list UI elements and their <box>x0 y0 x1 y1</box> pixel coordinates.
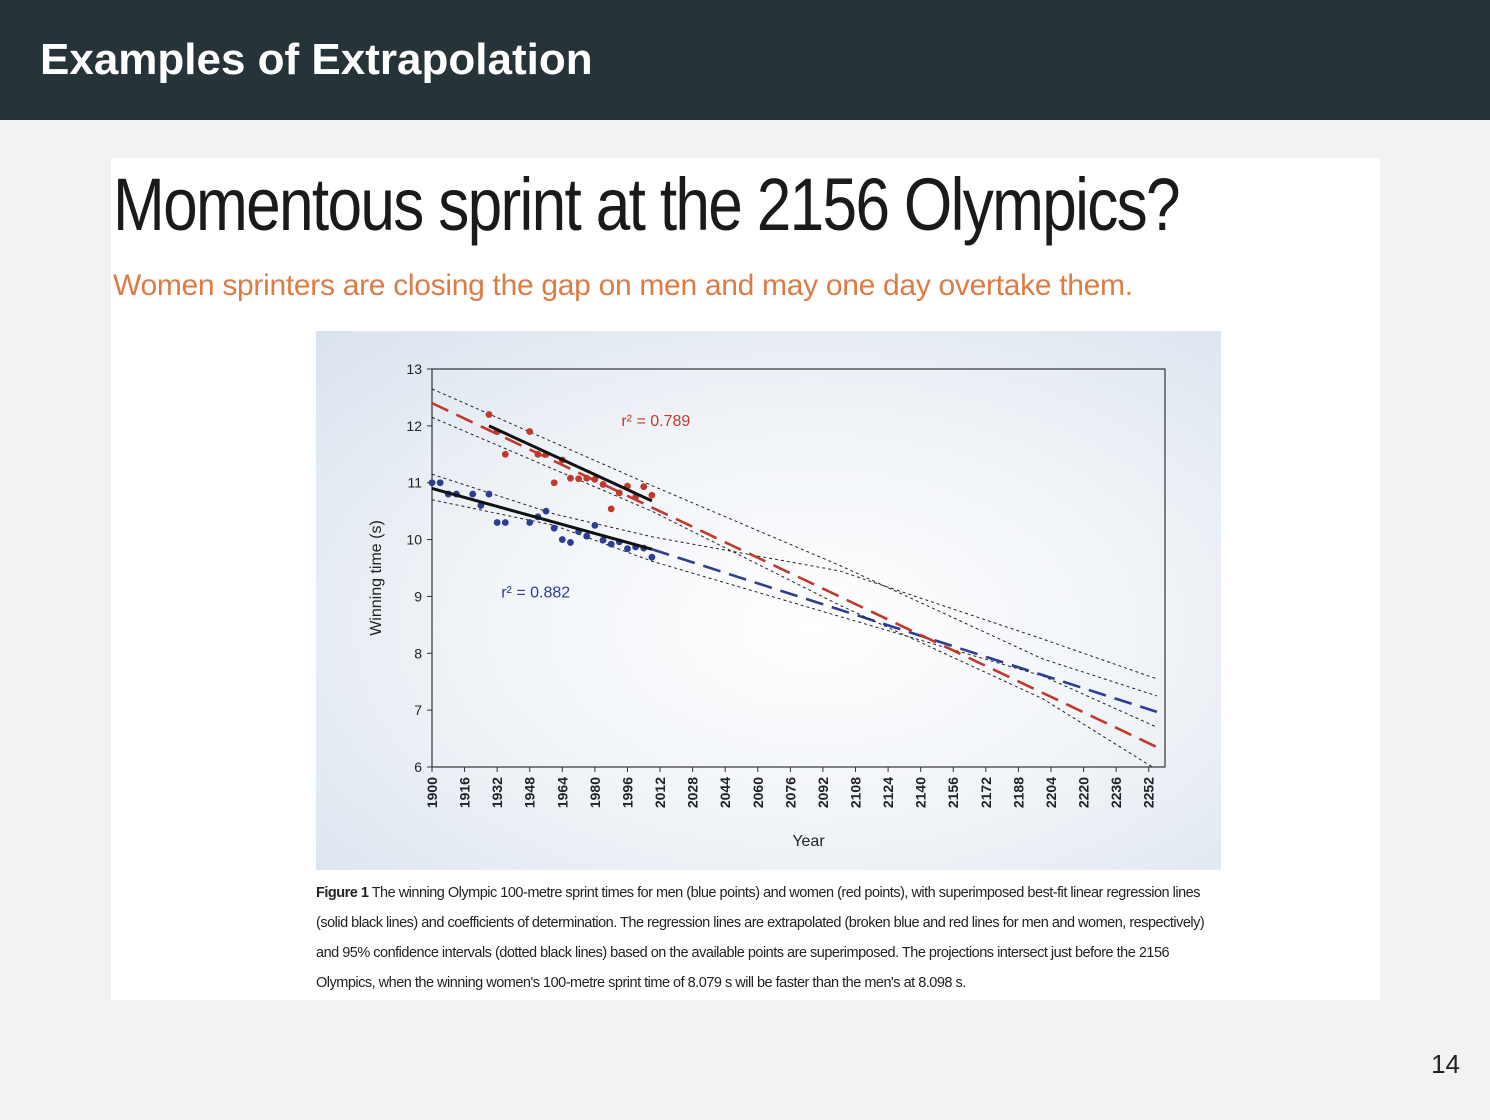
men-point-1932 <box>493 519 501 526</box>
y-tick-label-10: 10 <box>406 532 422 548</box>
women-point-2004 <box>640 483 648 491</box>
women-point-1988 <box>607 505 615 513</box>
y-axis-label: Winning time (s) <box>368 520 385 636</box>
men-point-1976 <box>583 532 591 540</box>
women-fit-line <box>488 424 653 503</box>
men-point-1948 <box>526 519 534 526</box>
y-tick-label-11: 11 <box>407 475 422 491</box>
y-tick-label-13: 13 <box>406 361 422 377</box>
sprint-times-chart: 6 7 8 9 10 11 12 13 1900 1916 1932 1948 1964 1980 1996… <box>368 361 1166 850</box>
x-tick-label-2108: 2108 <box>848 777 864 808</box>
men-point-1920 <box>469 490 477 498</box>
x-tick-label-1964: 1964 <box>554 777 570 808</box>
women-point-1980 <box>591 475 599 483</box>
x-tick-label-1916: 1916 <box>457 777 473 808</box>
men-ci-upper-line <box>432 473 1158 680</box>
x-tick-label-1996: 1996 <box>619 777 635 808</box>
women-point-1968 <box>567 474 574 482</box>
slide-title: Examples of Extrapolation <box>40 35 593 84</box>
figure-headline: Momentous sprint at the 2156 Olympics? <box>113 163 1181 246</box>
men-point-1964 <box>558 536 566 543</box>
page-number: 14 <box>1431 1049 1460 1079</box>
women-point-1948 <box>526 428 534 435</box>
x-tick-label-2092: 2092 <box>815 777 831 808</box>
women-point-1976 <box>583 474 591 482</box>
x-tick-label-1932: 1932 <box>489 777 505 808</box>
men-point-1936 <box>501 519 509 526</box>
men-point-1956 <box>542 507 550 515</box>
men-point-2008 <box>648 553 656 561</box>
x-tick-label-2220: 2220 <box>1076 777 1092 808</box>
x-tick-label-2140: 2140 <box>913 777 929 808</box>
women-point-2008 <box>648 491 656 499</box>
x-tick-label-2076: 2076 <box>782 777 798 808</box>
x-tick-label-2028: 2028 <box>685 777 701 808</box>
y-tick-label-12: 12 <box>406 418 422 434</box>
x-tick-label-2156: 2156 <box>945 777 961 808</box>
y-tick-label-7: 7 <box>414 702 422 718</box>
x-tick-label-2172: 2172 <box>978 777 994 808</box>
x-tick-label-2188: 2188 <box>1010 777 1026 808</box>
women-r-squared-label: r² = 0.789 <box>621 413 690 430</box>
men-point-1960 <box>550 524 558 532</box>
plot-frame <box>431 368 1166 768</box>
caption-label: Figure 1 <box>316 885 369 901</box>
x-tick-label-1900: 1900 <box>424 777 440 808</box>
women-point-1952 <box>534 450 542 458</box>
women-point-1972 <box>575 475 582 483</box>
slide-header: Examples of Extrapolation <box>0 0 1490 120</box>
women-point-1928 <box>485 411 493 418</box>
men-point-1928 <box>485 490 493 498</box>
women-point-1984 <box>599 481 607 488</box>
men-point-1996 <box>624 545 631 553</box>
y-tick-label-6: 6 <box>414 759 422 775</box>
x-tick-label-1980: 1980 <box>587 777 603 808</box>
men-point-1984 <box>599 536 607 544</box>
men-point-1968 <box>567 539 574 546</box>
x-axis-label: Year <box>792 833 825 850</box>
women-point-1936 <box>501 450 509 458</box>
men-extrapolation-line <box>651 547 1158 714</box>
x-tick-label-2252: 2252 <box>1141 777 1157 808</box>
men-point-1980 <box>591 521 599 529</box>
y-tick-label-8: 8 <box>414 645 422 661</box>
men-point-1904 <box>436 479 444 487</box>
figure-caption: Figure 1 The winning Olympic 100-metre s… <box>316 878 1221 998</box>
men-ci-lower-line <box>432 499 1158 728</box>
x-tick-label-2012: 2012 <box>652 777 668 808</box>
x-tick-label-2044: 2044 <box>717 777 733 808</box>
women-point-1992 <box>615 489 623 497</box>
x-tick-label-2204: 2204 <box>1043 777 1059 808</box>
men-fit-line <box>431 486 653 551</box>
women-ci-upper-line <box>432 388 1158 697</box>
caption-text: The winning Olympic 100-metre sprint tim… <box>316 885 1205 991</box>
x-tick-label-1948: 1948 <box>522 777 538 808</box>
x-tick-label-2236: 2236 <box>1108 777 1124 808</box>
x-tick-label-2060: 2060 <box>750 777 766 808</box>
y-tick-label-9: 9 <box>414 588 422 604</box>
men-point-1900 <box>428 479 436 487</box>
figure-subheadline: Women sprinters are closing the gap on m… <box>113 269 1133 302</box>
men-point-1988 <box>607 540 615 548</box>
women-point-1960 <box>550 479 558 487</box>
figure-card: Momentous sprint at the 2156 Olympics? W… <box>111 158 1380 1000</box>
chart-panel: 6 7 8 9 10 11 12 13 1900 1916 1932 1948 1964 1980 1996… <box>316 331 1221 870</box>
x-tick-label-2124: 2124 <box>880 777 896 808</box>
men-r-squared-label: r² = 0.882 <box>501 585 570 602</box>
